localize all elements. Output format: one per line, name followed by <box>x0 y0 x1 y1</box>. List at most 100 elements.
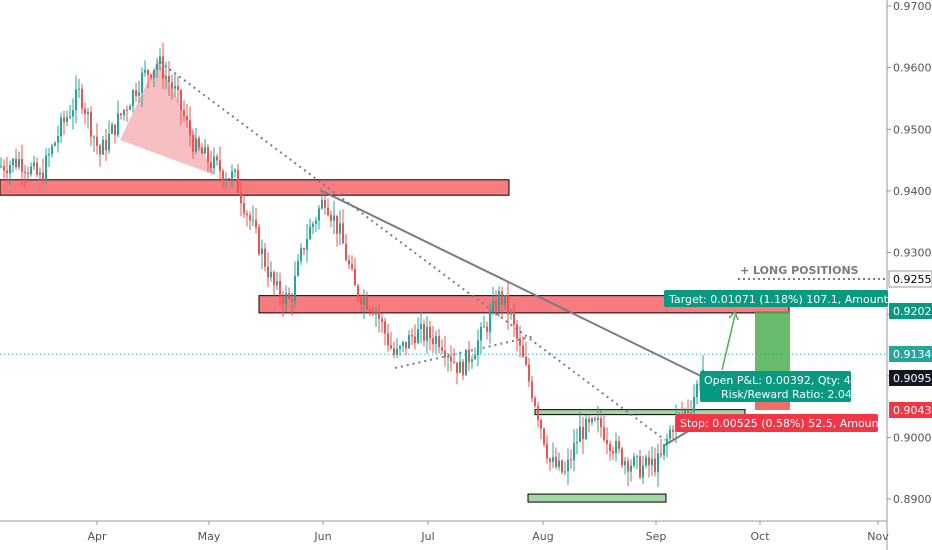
svg-text:0.90956: 0.90956 <box>893 372 932 385</box>
candle-down <box>327 207 329 216</box>
candle-up <box>633 456 635 466</box>
candle-up <box>30 166 32 175</box>
candle-up <box>33 162 35 167</box>
candle-down <box>24 171 26 173</box>
candle-down <box>441 347 443 351</box>
open-pnl-label[interactable]: Open P&L: 0.00392, Qty: 47619 Risk/Rewar… <box>700 371 879 402</box>
candle-down <box>219 160 221 172</box>
time-tick-label: Sep <box>646 530 667 543</box>
candle-up <box>270 272 272 278</box>
candle-up <box>45 155 47 181</box>
candle-up <box>333 215 335 221</box>
svg-text:0.92556: 0.92556 <box>893 273 932 286</box>
candle-down <box>147 70 149 75</box>
candle-up <box>408 335 410 349</box>
candle-down <box>345 243 347 261</box>
candle-up <box>492 300 494 312</box>
candle-up <box>129 106 131 110</box>
candle-up <box>213 156 215 169</box>
candle-up <box>642 465 644 478</box>
candle-up <box>315 220 317 224</box>
candle-down <box>672 429 674 432</box>
candle-down <box>555 457 557 467</box>
candle-down <box>228 178 230 180</box>
support-zone-upper[interactable] <box>534 409 746 416</box>
candle-down <box>627 461 629 472</box>
candle-up <box>9 165 11 174</box>
candle-up <box>174 86 176 89</box>
candle-down <box>528 364 530 382</box>
candle-up <box>48 154 50 156</box>
candle-up <box>585 418 587 440</box>
candle-down <box>168 75 170 83</box>
target-price-tag: 0.92027 <box>889 303 932 319</box>
candle-down <box>411 335 413 337</box>
candle-down <box>612 451 614 454</box>
candle-down <box>603 427 605 440</box>
time-tick-label: Jun <box>313 530 331 543</box>
candle-up <box>630 465 632 472</box>
time-tick-label: Apr <box>87 530 107 543</box>
candle-down <box>243 203 245 214</box>
candle-up <box>471 359 473 362</box>
triangle-pattern[interactable] <box>120 60 215 175</box>
long-positions-price-tag: 0.92556 <box>888 270 932 288</box>
candle-down <box>456 362 458 373</box>
svg-text:0.92027: 0.92027 <box>893 305 932 318</box>
candle-up <box>474 355 476 360</box>
resistance-zone-upper[interactable] <box>0 179 510 196</box>
position-profit-area[interactable] <box>755 311 790 371</box>
support-zone-lower[interactable] <box>527 493 667 503</box>
candle-down <box>186 116 188 121</box>
candle-up <box>465 349 467 376</box>
candle-up <box>645 457 647 466</box>
candle-down <box>240 192 242 204</box>
candle-down <box>3 166 5 171</box>
candle-up <box>597 418 599 421</box>
candles <box>0 42 704 488</box>
descending-trendline[interactable] <box>319 189 706 379</box>
candle-down <box>183 110 185 117</box>
candle-down <box>36 162 38 175</box>
candle-up <box>165 75 167 79</box>
candle-up <box>564 471 566 473</box>
candle-down <box>198 138 200 148</box>
time-tick-label: Nov <box>867 530 889 543</box>
candle-up <box>66 117 68 122</box>
candle-up <box>108 133 110 151</box>
target-label[interactable]: Target: 0.01071 (1.18%) 107.1, Amount: 1… <box>664 290 923 307</box>
candle-down <box>360 297 362 305</box>
svg-text:0.90431: 0.90431 <box>893 404 932 417</box>
candle-up <box>504 295 506 305</box>
candle-down <box>21 159 23 172</box>
candle-down <box>264 248 266 267</box>
candle-down <box>660 453 662 456</box>
candle-up <box>309 226 311 240</box>
candle-down <box>366 297 368 310</box>
candle-down <box>354 268 356 286</box>
candle-up <box>363 297 365 305</box>
current-price-tag: 0.91348 <box>889 346 932 362</box>
candle-up <box>447 356 449 358</box>
candle-up <box>156 63 158 70</box>
candle-down <box>537 405 539 420</box>
candle-down <box>27 172 29 175</box>
candle-down <box>201 147 203 154</box>
candle-up <box>75 89 77 111</box>
candle-down <box>531 381 533 399</box>
candle-down <box>561 460 563 473</box>
candle-up <box>657 453 659 473</box>
candle-up <box>591 418 593 423</box>
candle-up <box>339 223 341 234</box>
target-arrow <box>721 314 736 371</box>
stop-label[interactable]: Stop: 0.00525 (0.58%) 52.5, Amount: 750 <box>676 414 911 432</box>
candle-down <box>525 356 527 365</box>
candle-down <box>522 345 524 357</box>
svg-text:0.91348: 0.91348 <box>893 348 932 361</box>
dotted-trendline-long[interactable] <box>159 61 666 441</box>
candle-up <box>399 346 401 349</box>
candle-down <box>429 326 431 339</box>
candle-up <box>153 69 155 78</box>
